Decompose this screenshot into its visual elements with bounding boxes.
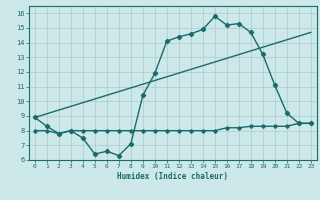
X-axis label: Humidex (Indice chaleur): Humidex (Indice chaleur) — [117, 172, 228, 181]
